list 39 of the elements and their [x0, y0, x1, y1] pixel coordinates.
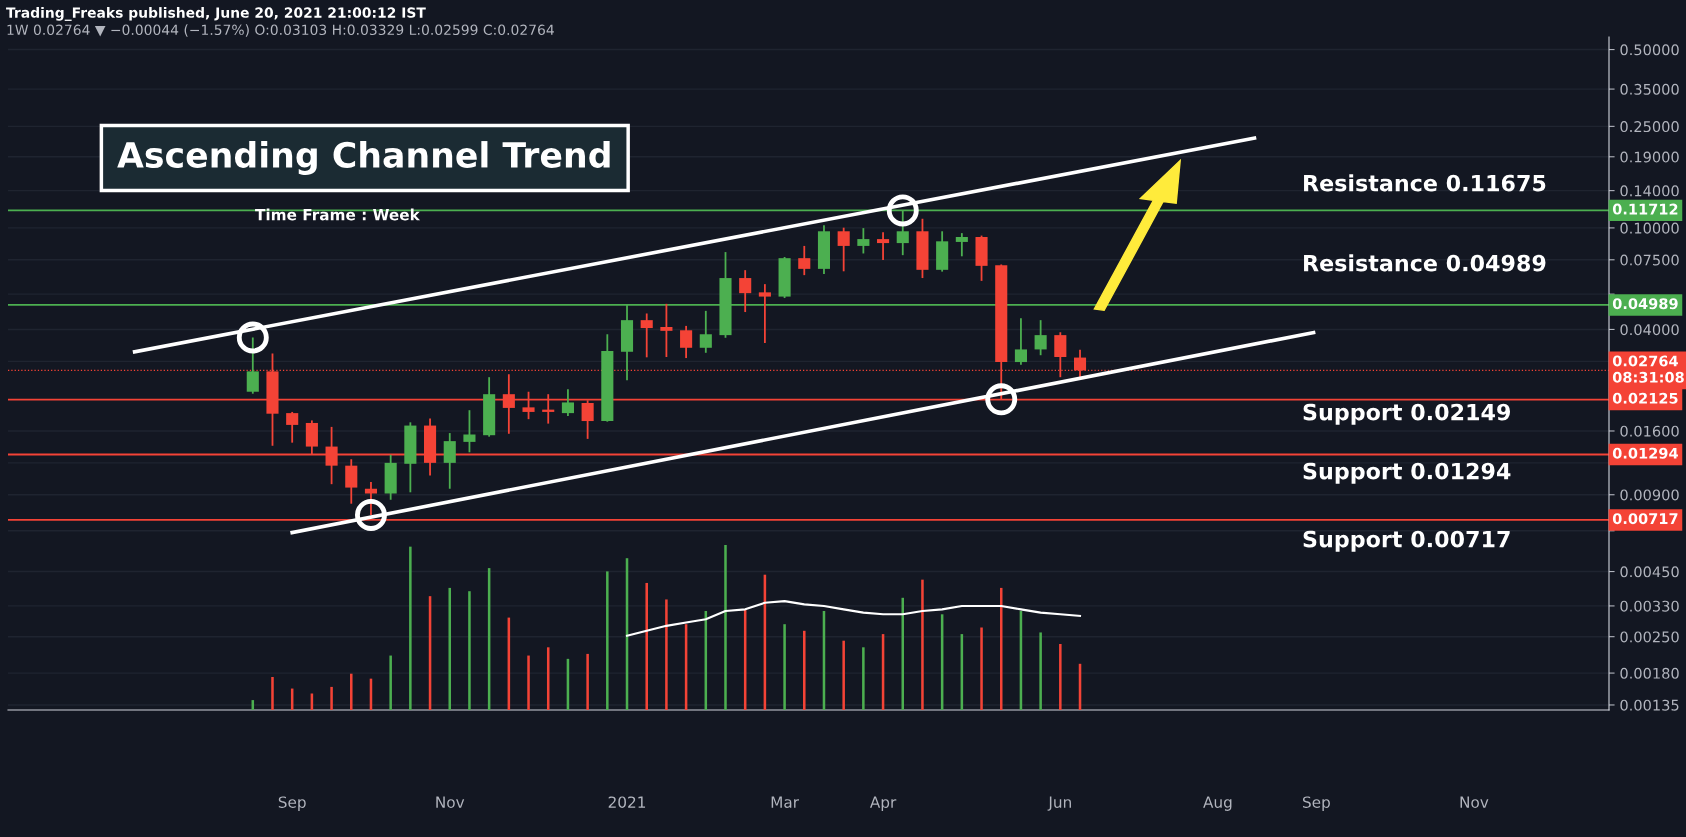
x-tick-label: Nov — [1460, 796, 1489, 808]
x-tick-label: Nov — [436, 796, 465, 808]
y-tick-label: 0.25000 — [1620, 121, 1679, 133]
annotation: Resistance 0.11675 — [1304, 174, 1546, 192]
y-tick-label: 0.04000 — [1620, 324, 1679, 336]
text: 1W 0.02764 ▼ −0.00044 (−1.57%) O:0.03103 H:0.03329 L:0.02599 C:0.02764 — [7, 24, 554, 37]
y-tick-label: 0.14000 — [1620, 185, 1679, 197]
y-tick-label: 0.35000 — [1620, 83, 1679, 95]
y-tick-label: 0.01600 — [1620, 425, 1679, 437]
ref-line-label: 0.02764 08:31:08 — [1612, 355, 1684, 383]
y-tick-label: 0.00450 — [1620, 566, 1679, 578]
text: Ascending Channel Trend — [117, 141, 610, 175]
x-tick-label: Apr — [869, 796, 897, 811]
x-tick-label: Sep — [1302, 796, 1330, 811]
ref-line-label: 0.04989 — [1612, 298, 1678, 310]
x-tick-label: 2021 — [608, 796, 646, 808]
x-tick-label: Mar — [771, 796, 799, 808]
annotation: Support 0.01294 — [1303, 462, 1511, 484]
annotation: Support 0.00717 — [1303, 530, 1510, 552]
x-tick-label: Jun — [1047, 796, 1071, 811]
annotation: Support 0.02149 — [1303, 403, 1511, 425]
y-tick-label: 0.00180 — [1620, 667, 1679, 679]
y-tick-label: 0.00135 — [1620, 699, 1679, 711]
y-tick-label: 0.07500 — [1620, 254, 1679, 266]
y-tick-label: 0.00330 — [1620, 600, 1679, 612]
annotation: Resistance 0.04989 — [1304, 254, 1546, 272]
y-tick-label: 0.10000 — [1620, 222, 1679, 234]
y-tick-label: 0.00250 — [1620, 631, 1679, 643]
y-tick-label: 0.50000 — [1620, 44, 1679, 56]
ref-line-label: 0.01294 — [1612, 447, 1678, 459]
y-tick-label: 0.00900 — [1620, 489, 1679, 501]
y-tick-label: 0.19000 — [1620, 151, 1679, 163]
x-tick-label: Aug — [1203, 796, 1232, 811]
text: Trading_Freaks published, June 20, 2021 21:00:12 IST — [6, 7, 426, 21]
text: Time Frame : Week — [255, 208, 421, 221]
ref-line-label: 0.11712 — [1612, 203, 1678, 215]
x-tick-label: Sep — [278, 796, 306, 811]
ref-line-label: 0.00717 — [1612, 513, 1678, 525]
ref-line-label: 0.02125 — [1612, 392, 1678, 404]
